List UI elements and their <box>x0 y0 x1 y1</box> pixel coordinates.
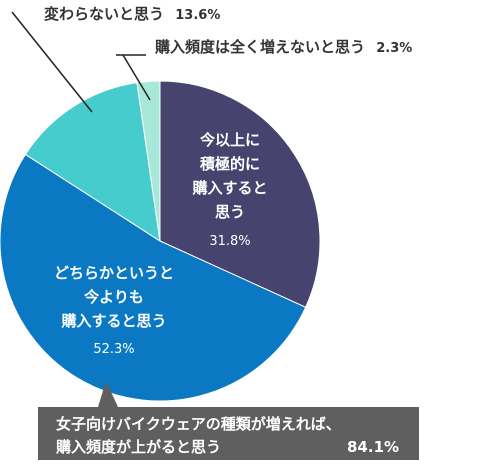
pie-slices <box>0 80 321 402</box>
label-more-actively-line4: 思う <box>215 203 245 221</box>
label-unchanged-pct: 13.6% <box>175 8 220 23</box>
slice-no-increase <box>136 80 161 242</box>
leader-line-no-increase <box>122 54 151 101</box>
label-more-actively-line2: 積極的に <box>199 155 260 173</box>
label-unchanged-name: 変わらないと思う <box>44 5 164 23</box>
label-no-increase-name: 購入頻度は全く増えないと思う <box>154 38 365 56</box>
label-somewhat-more-line2: 今よりも <box>83 288 144 306</box>
slice-more-actively <box>159 80 321 308</box>
annotation-box <box>38 407 419 460</box>
slice-unchanged <box>24 82 161 243</box>
annotation-line1: 女子向けバイクウェアの種類が増えれば、 <box>56 415 341 433</box>
label-no-increase-pct: 2.3% <box>376 41 412 56</box>
label-more-actively: 今以上に 積極的に 購入すると 思う 31.8% <box>191 131 267 249</box>
label-somewhat-more-pct: 52.3% <box>93 342 134 357</box>
annotation-pointer <box>98 381 118 407</box>
annotation-callout: 女子向けバイクウェアの種類が増えれば、 購入頻度が上がると思う 84.1% <box>38 381 419 460</box>
label-more-actively-line1: 今以上に <box>199 131 260 149</box>
label-somewhat-more-line1: どちらかというと <box>54 264 174 282</box>
label-somewhat-more: どちらかというと 今よりも 購入すると思う 52.3% <box>54 264 174 357</box>
label-more-actively-pct: 31.8% <box>209 234 250 249</box>
label-no-increase: 購入頻度は全く増えないと思う 2.3% <box>154 38 412 56</box>
label-unchanged: 変わらないと思う 13.6% <box>44 5 220 23</box>
slice-somewhat-more <box>0 153 307 402</box>
annotation-line2: 購入頻度が上がると思う <box>55 438 221 456</box>
annotation-value: 84.1% <box>347 438 399 456</box>
label-more-actively-line3: 購入すると <box>191 179 267 197</box>
leader-line-unchanged <box>11 11 93 113</box>
label-somewhat-more-line3: 購入すると思う <box>60 312 166 330</box>
